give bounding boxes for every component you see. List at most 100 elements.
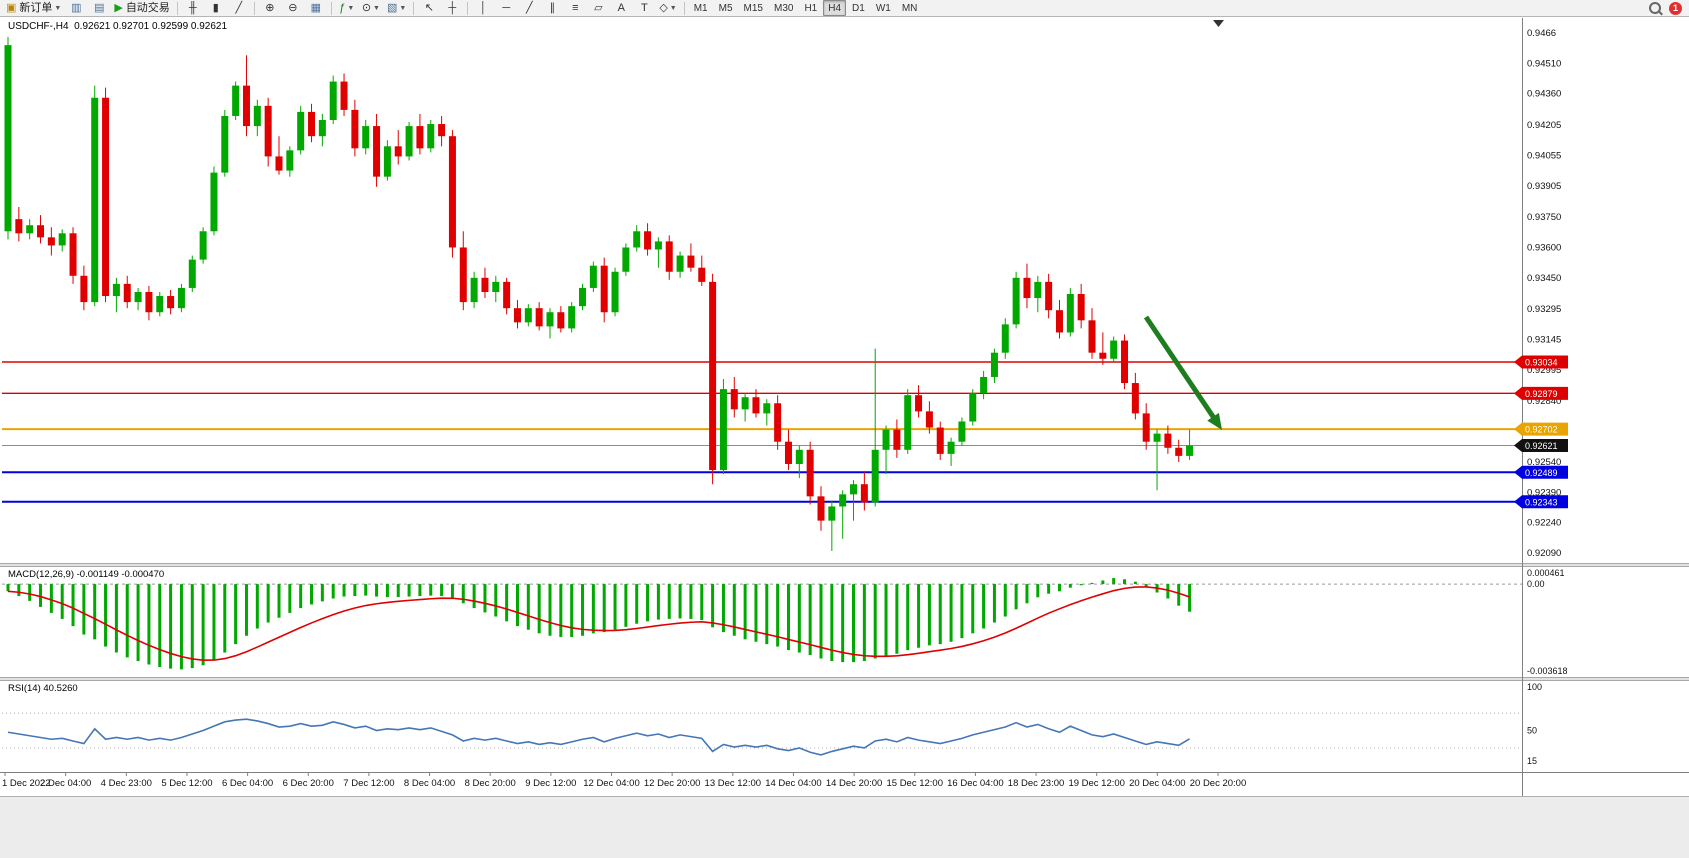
- timeframe-button-m15[interactable]: M15: [743, 2, 763, 14]
- cursor-button[interactable]: ↖: [418, 0, 440, 17]
- timeframe-button-mn[interactable]: MN: [901, 2, 918, 14]
- rsi-indicator-label: RSI(14) 40.5260: [8, 683, 78, 694]
- text-label-button[interactable]: T: [633, 0, 655, 17]
- panel-separator[interactable]: [0, 677, 1689, 681]
- price-axis-label: 0.93600: [1527, 242, 1561, 253]
- candle-body: [774, 403, 782, 442]
- candle-body: [1099, 352, 1107, 359]
- fibonacci-icon: ≡: [572, 1, 579, 14]
- trendline-button[interactable]: ╱: [518, 0, 540, 17]
- indicators-button[interactable]: ƒ ▼: [336, 0, 358, 17]
- timeframe-button-w1[interactable]: W1: [875, 2, 891, 14]
- candle-body: [1164, 433, 1172, 448]
- timeframe-button-m1[interactable]: M1: [693, 2, 708, 14]
- timeframe-button-h4[interactable]: H4: [823, 0, 847, 16]
- notification-badge[interactable]: 1: [1669, 1, 1682, 15]
- tile-windows-button[interactable]: ▦: [305, 0, 327, 17]
- fibonacci-button[interactable]: ≡: [564, 0, 586, 17]
- rsi-scale-label: 15: [1527, 756, 1537, 766]
- shapes-button[interactable]: ▱: [587, 0, 609, 17]
- macd-values: -0.001149 -0.000470: [76, 569, 165, 580]
- periods-button[interactable]: ⊙ ▼: [359, 0, 383, 17]
- candle-body: [817, 496, 825, 521]
- candle-body: [58, 233, 66, 246]
- templates-button[interactable]: ▧ ▼: [384, 0, 409, 17]
- candle-body: [665, 241, 673, 272]
- candle-body: [546, 312, 554, 327]
- price-axis-label: 0.94510: [1527, 58, 1561, 69]
- panel-separator[interactable]: [0, 563, 1689, 567]
- horizontal-line-button[interactable]: ─: [495, 0, 517, 17]
- candle-body: [698, 267, 706, 282]
- candle-body: [958, 421, 966, 442]
- crosshair-button[interactable]: ┼: [441, 0, 463, 17]
- horizontal-lines: [2, 361, 1522, 503]
- candle-body: [763, 403, 771, 414]
- chevron-down-icon: ▼: [373, 4, 380, 12]
- candle-body: [1175, 447, 1183, 456]
- time-axis-label: 12 Dec 04:00: [583, 778, 640, 789]
- time-axis-label: 14 Dec 04:00: [765, 778, 822, 789]
- time-axis-label: 5 Dec 12:00: [161, 778, 212, 789]
- price-axis-label: 0.92840: [1527, 396, 1561, 407]
- candle-body: [860, 484, 868, 503]
- candle-body: [893, 429, 901, 450]
- rsi-line: [7, 718, 1190, 756]
- time-axis-label: 20 Dec 20:00: [1190, 778, 1247, 789]
- candle-body: [470, 277, 478, 303]
- chart-windows-button[interactable]: ▥: [65, 0, 87, 17]
- price-tag: [1514, 355, 1568, 369]
- zoom-in-button[interactable]: ⊕: [259, 0, 281, 17]
- new-order-button[interactable]: ▣ 新订单 ▼: [3, 0, 64, 17]
- bar-chart-button[interactable]: ╫: [182, 0, 204, 17]
- text-button[interactable]: A: [610, 0, 632, 17]
- candle-body: [80, 275, 88, 303]
- candle-body: [1077, 294, 1085, 321]
- auto-trading-button[interactable]: ▶ 自动交易: [111, 0, 172, 17]
- profiles-button[interactable]: ▤: [88, 0, 110, 17]
- timeframe-button-h1[interactable]: H1: [804, 2, 818, 14]
- time-axis-label: 13 Dec 12:00: [705, 778, 762, 789]
- timeframe-button-d1[interactable]: D1: [852, 2, 865, 14]
- macd-panel[interactable]: [0, 567, 1689, 677]
- auto-trading-button-label: 自动交易: [125, 1, 170, 14]
- candlestick-chart-icon: ▮: [212, 1, 219, 14]
- chart-shift-marker[interactable]: [1213, 20, 1224, 27]
- candle-body: [611, 271, 619, 313]
- candle-body: [318, 120, 326, 137]
- line-chart-button[interactable]: ╱: [228, 0, 250, 17]
- annotation-arrow-head[interactable]: [1207, 412, 1222, 430]
- chevron-down-icon: ▼: [669, 4, 677, 12]
- candle-body: [1066, 294, 1074, 333]
- search-icon[interactable]: [1649, 2, 1661, 14]
- arrows-button[interactable]: ◇ ▼: [656, 0, 679, 17]
- main-chart-panel[interactable]: [0, 18, 1689, 563]
- timeframe-button-m30[interactable]: M30: [773, 2, 794, 14]
- candle-body: [405, 126, 413, 157]
- rsi-panel[interactable]: [0, 681, 1689, 771]
- periods-icon: ⊙: [361, 1, 372, 14]
- time-axis-label: 6 Dec 20:00: [283, 778, 334, 789]
- candlestick-chart-button[interactable]: ▮: [205, 0, 227, 17]
- rsi-name: RSI(14): [8, 683, 41, 694]
- zoom-out-button[interactable]: ⊖: [282, 0, 304, 17]
- candle-body: [936, 427, 944, 454]
- annotation-arrow-shaft[interactable]: [1143, 315, 1219, 424]
- candle-body: [871, 449, 879, 503]
- candle-body: [242, 85, 250, 127]
- candle-body: [741, 397, 749, 410]
- macd-scale-min: -0.003618: [1527, 666, 1568, 676]
- time-axis-label: 16 Dec 04:00: [947, 778, 1004, 789]
- rsi-scale-label: 100: [1527, 682, 1542, 692]
- candle-body: [1045, 281, 1053, 311]
- candles: [4, 37, 1194, 551]
- candle-body: [882, 429, 890, 450]
- equidistant-channel-button[interactable]: ∥: [541, 0, 563, 17]
- timeframe-button-m5[interactable]: M5: [718, 2, 733, 14]
- toolbar-separator: [176, 1, 178, 15]
- auto-trading-icon: ▶: [114, 1, 123, 14]
- vertical-line-button[interactable]: │: [472, 0, 494, 17]
- candle-body: [904, 395, 912, 450]
- candle-body: [416, 126, 424, 149]
